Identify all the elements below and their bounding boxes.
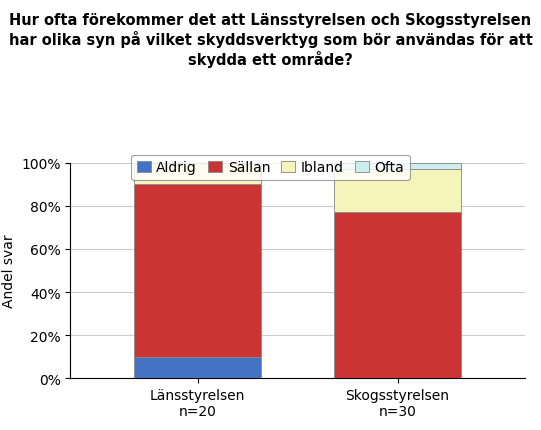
Bar [334,170,461,213]
Legend: Aldrig, Sällan, Ibland, Ofta: Aldrig, Sällan, Ibland, Ofta [131,155,410,180]
Bar [134,185,261,357]
Text: Hur ofta förekommer det att Länsstyrelsen och Skogsstyrelsen
har olika syn på vi: Hur ofta förekommer det att Länsstyrelse… [9,13,532,68]
Bar [134,163,261,185]
Y-axis label: Andel svar: Andel svar [2,234,16,307]
Bar [334,163,461,170]
Bar [134,357,261,378]
Bar [334,213,461,378]
